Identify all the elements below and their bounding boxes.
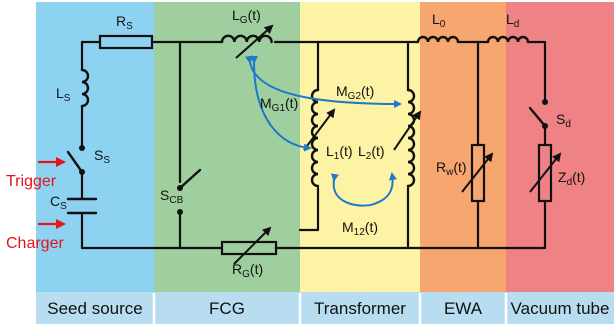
ewa-panel: [420, 2, 506, 292]
charger-label: Charger: [6, 235, 64, 252]
lg-variable-inductor: [220, 24, 274, 59]
panel-label-ewa: EWA: [444, 299, 483, 318]
ss-switch: [66, 145, 85, 175]
label-zd: Zd(t): [558, 169, 585, 188]
label-lg: LG(t): [232, 7, 261, 26]
label-ld: Ld: [506, 11, 519, 30]
label-ss: SS: [94, 147, 110, 166]
panel-label-fcg: FCG: [209, 299, 245, 318]
panel-label-seed-source: Seed source: [47, 299, 142, 318]
l0-inductor: [416, 35, 460, 44]
seed-source-panel: [36, 2, 154, 292]
label-cs: CS: [50, 193, 67, 212]
transformer-panel: [300, 2, 420, 292]
label-scb: SCB: [160, 187, 184, 206]
l2-variable-inductor: [393, 88, 422, 188]
vacuum-tube-panel: [506, 2, 614, 292]
label-l0: L0: [432, 11, 446, 30]
trigger-label: Trigger: [6, 173, 57, 190]
panel-label-transformer: Transformer: [314, 299, 406, 318]
label-l1: L1(t): [326, 143, 353, 162]
panel-label-vacuum-tube: Vacuum tube: [511, 299, 610, 318]
label-strip: [36, 292, 614, 324]
rs-resistor: [98, 34, 154, 50]
sd-switch: [528, 99, 548, 129]
label-mg1: MG1(t): [260, 95, 298, 114]
zd-variable-impedance: [529, 143, 562, 203]
rw-variable-resistor: [461, 143, 494, 203]
mutual-inductance-arrows: [245, 55, 402, 207]
label-rs: RS: [116, 13, 133, 32]
label-m12: M12(t): [342, 219, 378, 238]
label-sd: Sd: [556, 111, 571, 130]
cs-capacitor: [66, 197, 98, 215]
ld-inductor: [486, 35, 530, 44]
label-mg2: MG2(t): [336, 83, 374, 102]
circuit-wires: [80, 40, 547, 250]
scb-switch: [177, 168, 202, 215]
label-rg: RG(t): [232, 261, 263, 280]
label-rw: Rw(t): [436, 159, 467, 178]
rg-variable-resistor: [220, 226, 278, 265]
label-l2: L2(t): [358, 143, 385, 162]
ls-inductor: [80, 68, 90, 108]
label-ls: LS: [56, 85, 71, 104]
